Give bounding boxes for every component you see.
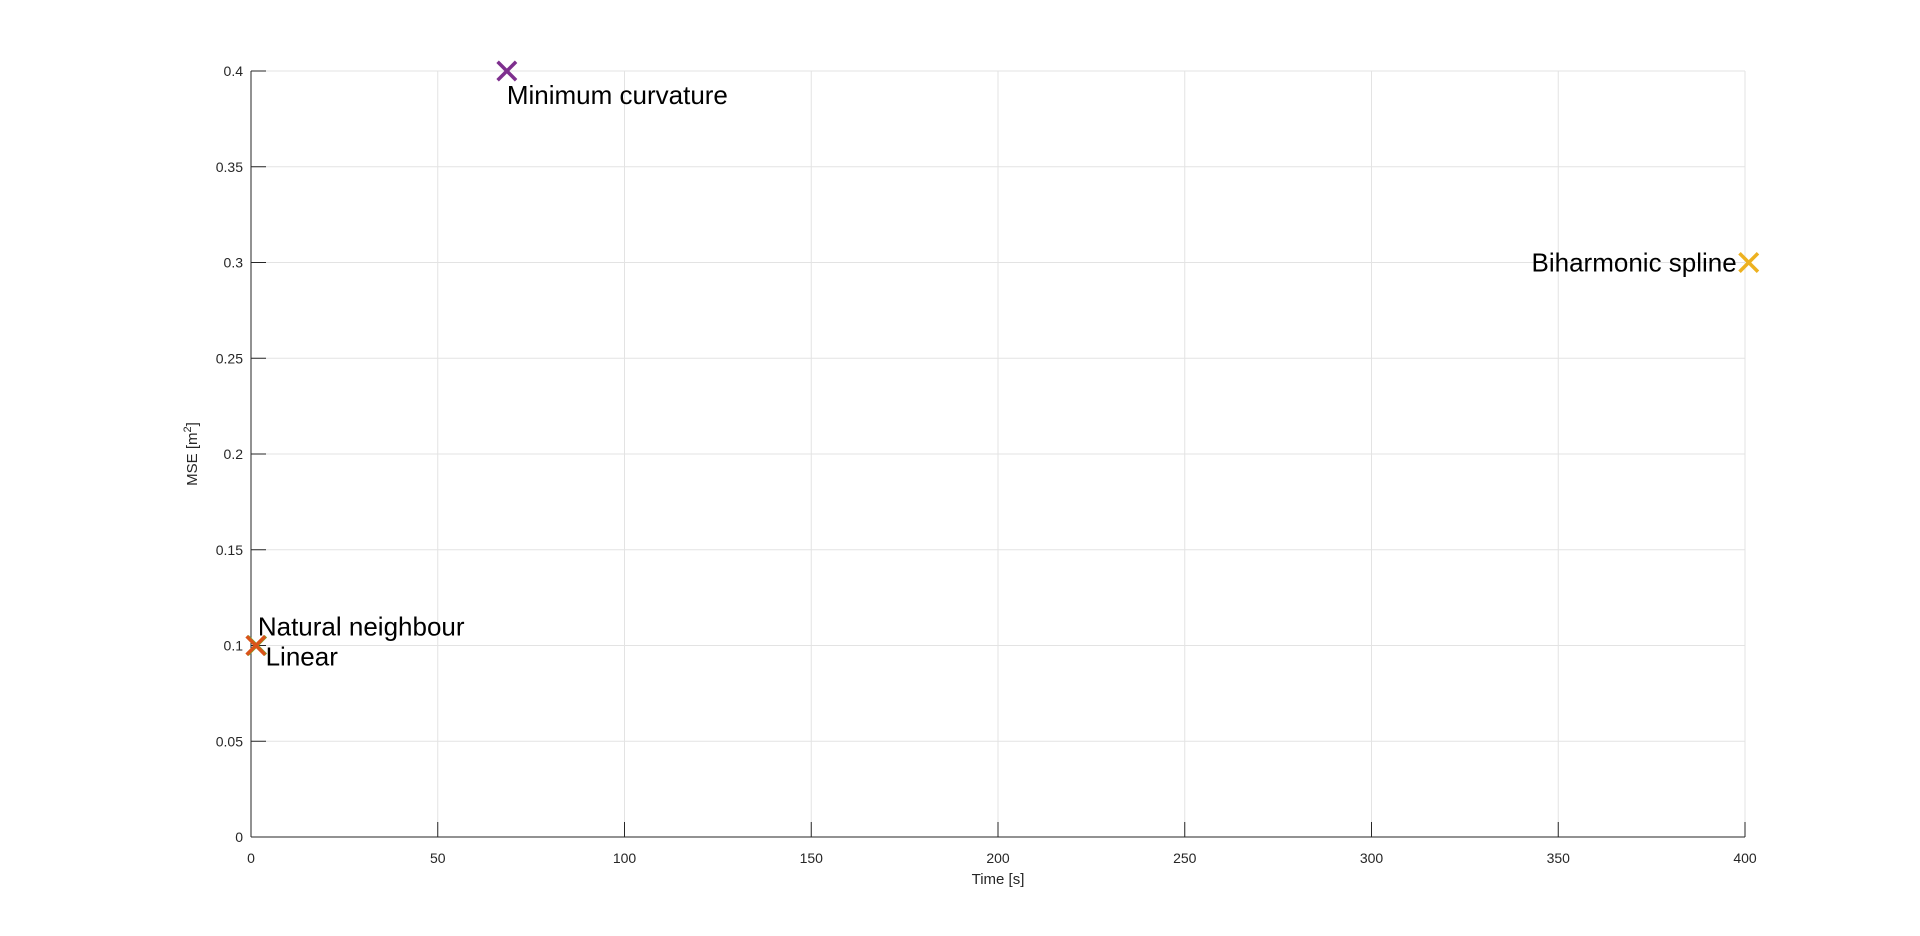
- y-tick-label: 0.3: [224, 255, 244, 271]
- data-point-stroke: [1738, 252, 1760, 273]
- y-axis-ticks: 0 0.05 0.1 0.15 0.2 0.25 0.3 0.35 0.4: [216, 63, 266, 845]
- data-point-stroke: [245, 635, 267, 656]
- x-axis-label: Time [s]: [972, 871, 1025, 888]
- y-tick-label: 0.1: [224, 638, 244, 654]
- y-tick-label: 0.2: [224, 446, 244, 462]
- x-tick-label: 100: [613, 850, 637, 866]
- y-tick-label: 0.15: [216, 542, 243, 558]
- point-annotation: Linear: [266, 642, 339, 672]
- x-tick-label: 350: [1547, 850, 1571, 866]
- point-annotation: Minimum curvature: [507, 80, 728, 110]
- grid-lines: [250, 70, 1746, 838]
- data-point: [245, 635, 267, 656]
- data-points: [245, 60, 1760, 656]
- data-point: [496, 60, 518, 82]
- x-tick-label: 0: [247, 850, 255, 866]
- data-point-stroke: [496, 60, 518, 82]
- x-tick-label: 400: [1733, 850, 1757, 866]
- x-tick-label: 250: [1173, 850, 1197, 866]
- point-annotation: Biharmonic spline: [1532, 248, 1737, 278]
- data-point: [1738, 252, 1760, 273]
- y-tick-label: 0.4: [224, 63, 244, 79]
- x-axis-ticks: 0 50 100 150 200 250 300 350 400: [247, 822, 1757, 866]
- y-axis-label-end: ]: [184, 422, 201, 426]
- y-tick-label: 0.35: [216, 159, 243, 175]
- y-tick-label: 0: [235, 829, 243, 845]
- x-tick-label: 200: [986, 850, 1010, 866]
- x-tick-label: 300: [1360, 850, 1384, 866]
- x-tick-label: 150: [800, 850, 824, 866]
- y-axis-label: MSE [m2]: [182, 422, 201, 486]
- y-axis-label-superscript: 2: [182, 426, 194, 432]
- y-tick-label: 0.05: [216, 733, 243, 749]
- x-tick-label: 50: [430, 850, 446, 866]
- y-axis-label-base: MSE [m: [184, 432, 201, 485]
- point-annotation: Natural neighbour: [258, 612, 465, 642]
- y-tick-label: 0.25: [216, 350, 243, 366]
